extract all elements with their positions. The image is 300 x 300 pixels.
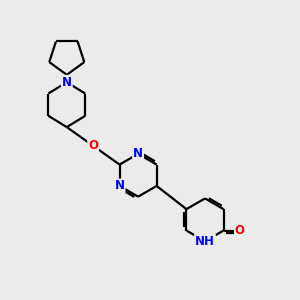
Text: N: N [133, 147, 143, 161]
Text: N: N [115, 179, 124, 193]
Text: O: O [235, 224, 245, 237]
Text: O: O [88, 139, 98, 152]
Text: N: N [62, 76, 72, 89]
Text: NH: NH [195, 235, 215, 248]
